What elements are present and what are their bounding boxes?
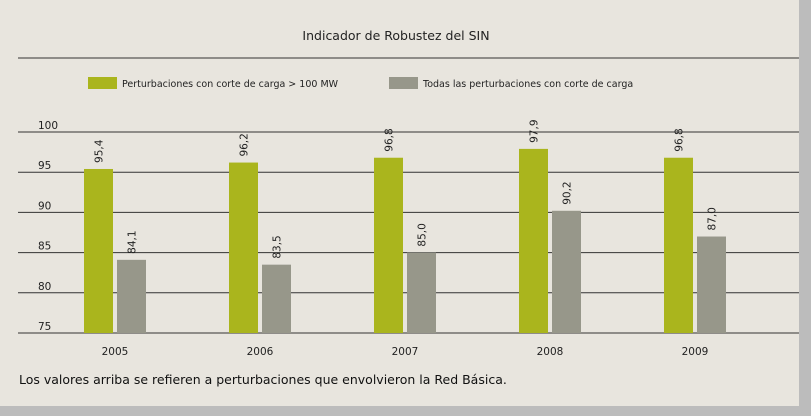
x-tick-label: 2009 [682,346,709,358]
data-label-series-2: 87,0 [707,207,719,230]
y-tick-label: 85 [38,241,51,253]
bar-series-2-2005 [117,259,146,333]
data-label-series-2: 85,0 [417,223,429,246]
bar-series-1-2006 [229,162,258,333]
bar-series-1-2009 [664,157,693,333]
bar-series-2-2006 [262,264,291,333]
chart-title: Indicador de Robustez del SIN [302,28,489,43]
y-tick-label: 90 [38,200,51,212]
bar-series-1-2007 [374,157,403,333]
data-label-series-1: 96,8 [384,128,396,151]
legend: Perturbaciones con corte de carga > 100 … [88,77,633,90]
bar-series-2-2008 [552,210,581,333]
data-label-series-1: 97,9 [529,119,541,142]
legend-swatch-series-2 [389,77,418,89]
frame-right-border [799,0,811,416]
legend-label-series-2: Todas las perturbaciones con corte de ca… [422,79,633,90]
chart: Indicador de Robustez del SIN Perturbaci… [18,28,799,358]
bar-series-1-2008 [519,148,548,333]
bar-series-2-2007 [407,252,436,333]
data-label-series-2: 83,5 [272,235,284,258]
x-tick-label: 2005 [102,346,129,358]
legend-swatch-series-1 [88,77,117,89]
plot-area: 75 80 85 90 95 100 95,4 84,1 2005 96,2 83,5 2006 96,… [18,119,799,358]
x-tick-label: 2008 [537,346,564,358]
data-label-series-1: 95,4 [94,139,106,163]
data-label-series-1: 96,2 [239,133,251,156]
legend-label-series-1: Perturbaciones con corte de carga > 100 … [122,79,339,90]
bar-series-1-2005 [84,168,113,333]
bar-series-2-2009 [697,236,726,333]
x-tick-label: 2006 [247,346,274,358]
data-label-series-2: 84,1 [127,230,139,253]
y-tick-label: 100 [38,120,58,132]
y-tick-label: 80 [38,281,51,293]
data-label-series-1: 96,8 [674,128,686,151]
x-tick-label: 2007 [392,346,419,358]
y-tick-label: 95 [38,160,51,172]
data-label-series-2: 90,2 [562,181,574,204]
frame-bottom-border [0,406,811,416]
y-tick-label: 75 [38,321,51,333]
caption: Los valores arriba se refieren a perturb… [19,372,507,387]
